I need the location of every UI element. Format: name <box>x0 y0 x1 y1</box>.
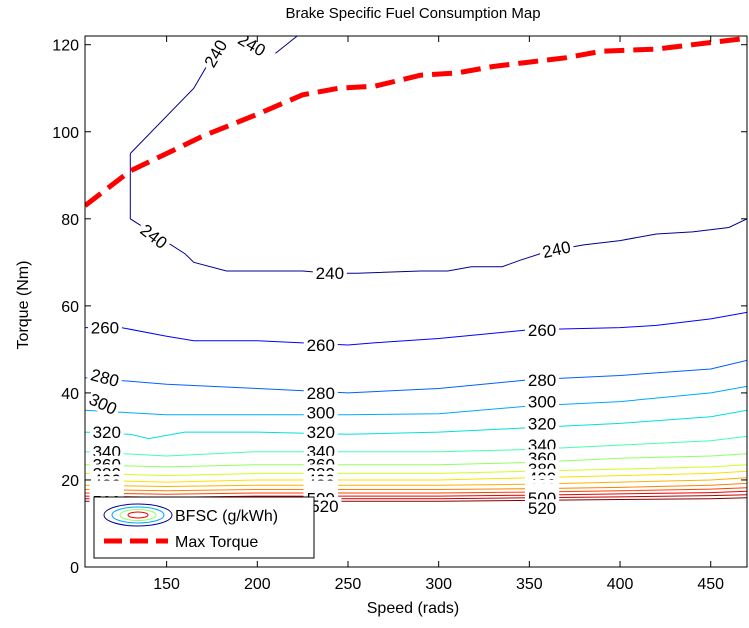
contour-240 <box>129 153 747 274</box>
contour-label-520: 520 <box>310 497 338 516</box>
legend: BFSC (g/kWh) Max Torque <box>93 496 315 559</box>
contour-label-280: 280 <box>89 365 121 391</box>
contour-label-bg <box>525 370 560 389</box>
contour-label-bg <box>303 403 338 422</box>
contour-label-bg <box>525 499 560 518</box>
contour-label-260: 260 <box>91 319 119 338</box>
contour-400 <box>85 470 747 483</box>
contour-lines <box>85 36 747 503</box>
contour-label-bg <box>303 423 338 442</box>
contour-label-bg <box>85 388 123 420</box>
x-tick-label: 400 <box>607 576 634 593</box>
x-axis-label: Speed (rads) <box>367 600 460 617</box>
x-tick-label: 350 <box>516 576 543 593</box>
x-tick-label: 150 <box>153 576 180 593</box>
contour-label-bg <box>89 423 124 442</box>
contour-320 <box>85 409 747 440</box>
contour-240 <box>275 36 298 54</box>
y-tick-label: 100 <box>52 125 79 142</box>
contour-label-520: 520 <box>528 499 556 518</box>
contour-label-bg <box>199 36 232 73</box>
contour-label-bg <box>307 497 342 516</box>
plot-frame <box>84 35 748 568</box>
legend-entry-max-torque: Max Torque <box>175 534 258 551</box>
contour-label-bg <box>303 336 338 355</box>
contour-label-320: 320 <box>307 423 335 442</box>
contour-label-bg <box>232 36 272 61</box>
legend-entry-bfsc: BFSC (g/kWh) <box>175 508 278 525</box>
y-tick-label: 120 <box>52 38 79 55</box>
contour-260 <box>85 311 747 346</box>
contour-380 <box>85 464 747 477</box>
contour-label-280: 280 <box>307 384 335 403</box>
contour-label-bg <box>134 218 173 254</box>
contour-label-bg <box>86 364 124 391</box>
y-tick-label: 60 <box>61 299 79 316</box>
contour-label-240: 240 <box>316 264 344 283</box>
contour-460 <box>85 487 747 495</box>
chart-title: Brake Specific Fuel Consumption Map <box>285 5 540 22</box>
y-tick-label: 0 <box>70 560 79 577</box>
axis-ticks: 150 200 250 300 350 400 450 0 20 40 60 80 100 120 <box>52 36 747 593</box>
x-tick-label: 450 <box>697 576 724 593</box>
y-tick-label: 80 <box>61 212 79 229</box>
x-tick-label: 200 <box>244 576 271 593</box>
legend-contour-icon <box>103 503 173 527</box>
contour-label-bg <box>87 318 122 337</box>
contour-label-bg <box>525 414 560 433</box>
contour-label-260: 260 <box>307 336 335 355</box>
max-torque-series <box>85 36 747 208</box>
y-tick-label: 40 <box>61 386 79 403</box>
contour-340 <box>85 435 747 457</box>
contour-label-320: 320 <box>528 414 556 433</box>
contour-label-bg <box>525 320 560 339</box>
y-tick-label: 20 <box>61 473 79 490</box>
contour-300 <box>85 385 747 416</box>
contour-label-bg <box>312 264 347 283</box>
contour-440 <box>85 482 747 492</box>
contour-label-300: 300 <box>307 403 335 422</box>
contour-label-bg <box>525 392 560 411</box>
contour-label-bg <box>303 383 338 402</box>
contour-360 <box>85 453 747 468</box>
contour-label-320: 320 <box>93 423 121 442</box>
max-torque-line <box>85 36 747 208</box>
x-tick-label: 250 <box>335 576 362 593</box>
x-tick-label: 300 <box>425 576 452 593</box>
contour-label-240: 240 <box>541 238 573 262</box>
contour-label-300: 300 <box>528 393 556 412</box>
contour-420 <box>85 477 747 488</box>
contour-280 <box>85 359 747 394</box>
contour-label-260: 260 <box>528 321 556 340</box>
y-axis-label: Torque (Nm) <box>15 261 32 350</box>
contour-label-280: 280 <box>528 371 556 390</box>
contour-label-bg <box>538 236 576 262</box>
